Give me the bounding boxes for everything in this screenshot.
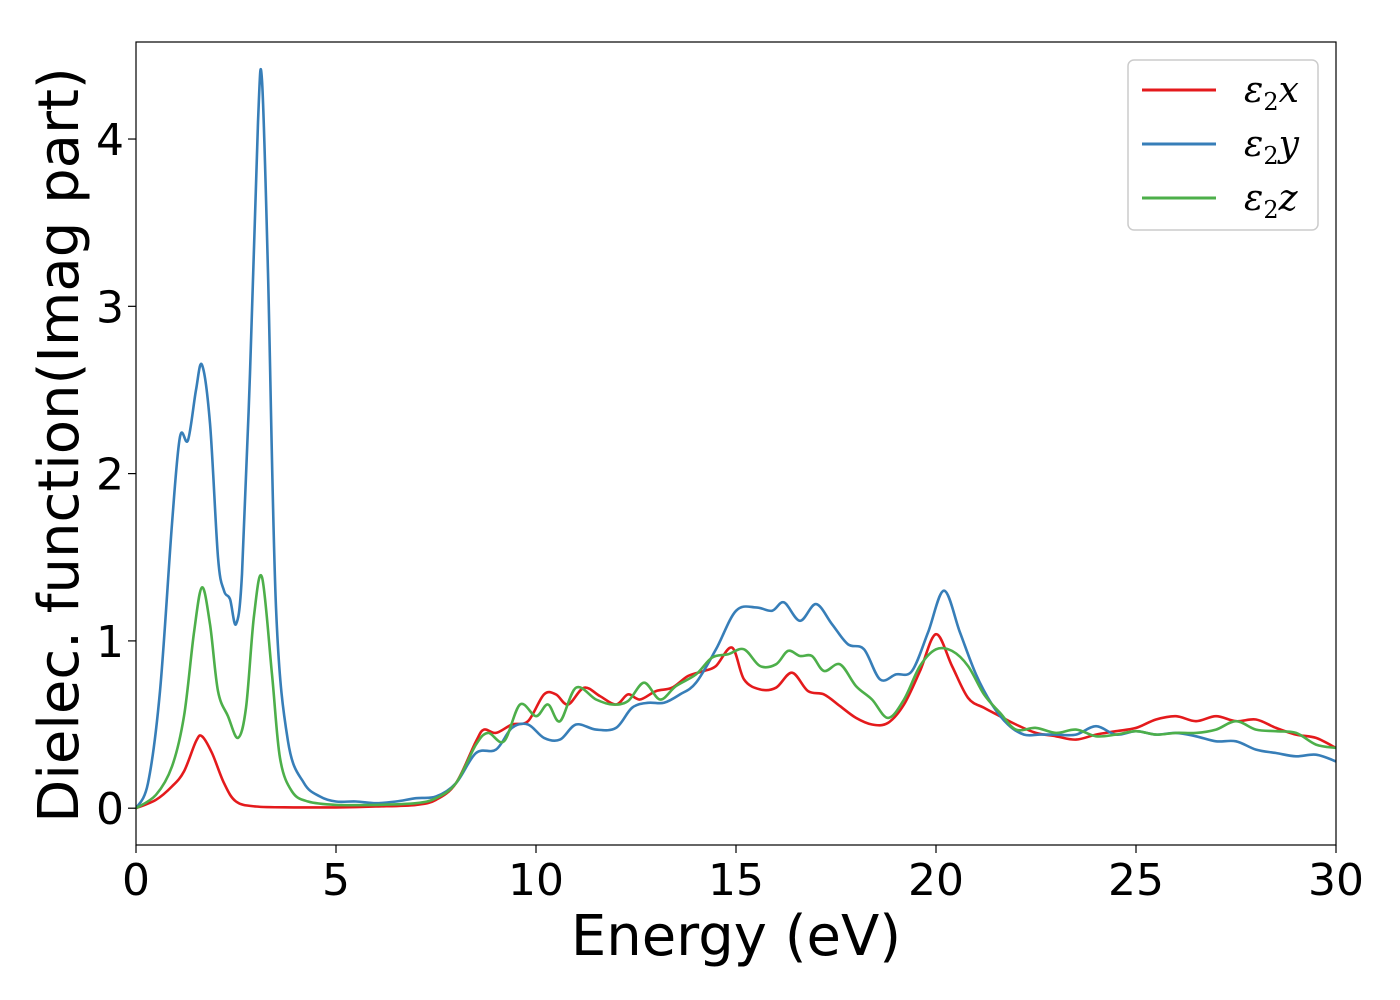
x-tick-label: 15: [708, 855, 764, 906]
series-line-z: [136, 573, 1336, 810]
x-tick-label: 5: [322, 855, 350, 906]
legend-label-y: ε2y: [1244, 124, 1300, 170]
x-tick-label: 30: [1308, 855, 1364, 906]
legend-label-z: ε2z: [1244, 178, 1299, 224]
x-tick-label: 10: [508, 855, 564, 906]
legend-symbol: ε: [1244, 178, 1263, 219]
legend-subscript: 2: [1263, 196, 1278, 224]
x-tick-label: 25: [1108, 855, 1164, 906]
y-tick-label: 4: [96, 115, 124, 166]
legend-label-x: ε2x: [1244, 70, 1299, 116]
y-tick-label: 2: [96, 450, 124, 501]
x-axis: 0 5 10 15 20 25 30: [122, 845, 1364, 906]
series-line-x: [136, 632, 1336, 810]
legend-symbol: ε: [1244, 70, 1263, 111]
series-line-y: [136, 67, 1336, 809]
series-layer: [136, 67, 1336, 810]
x-tick-label: 20: [908, 855, 964, 906]
legend-component: x: [1279, 70, 1299, 111]
x-tick-label: 0: [122, 855, 150, 906]
legend-component: y: [1277, 124, 1300, 165]
legend-subscript: 2: [1263, 88, 1278, 116]
y-axis: 0 1 2 3 4: [96, 115, 136, 835]
legend-symbol: ε: [1244, 124, 1263, 165]
x-axis-title: Energy (eV): [571, 904, 901, 969]
legend-box: [1127, 59, 1319, 231]
legend-subscript: 2: [1263, 142, 1278, 170]
y-axis-title: Dielec. function(Imag part): [27, 67, 92, 823]
y-tick-label: 1: [96, 617, 124, 668]
legend-component: z: [1278, 178, 1299, 219]
y-tick-label: 0: [96, 784, 124, 835]
y-tick-label: 3: [96, 282, 124, 333]
